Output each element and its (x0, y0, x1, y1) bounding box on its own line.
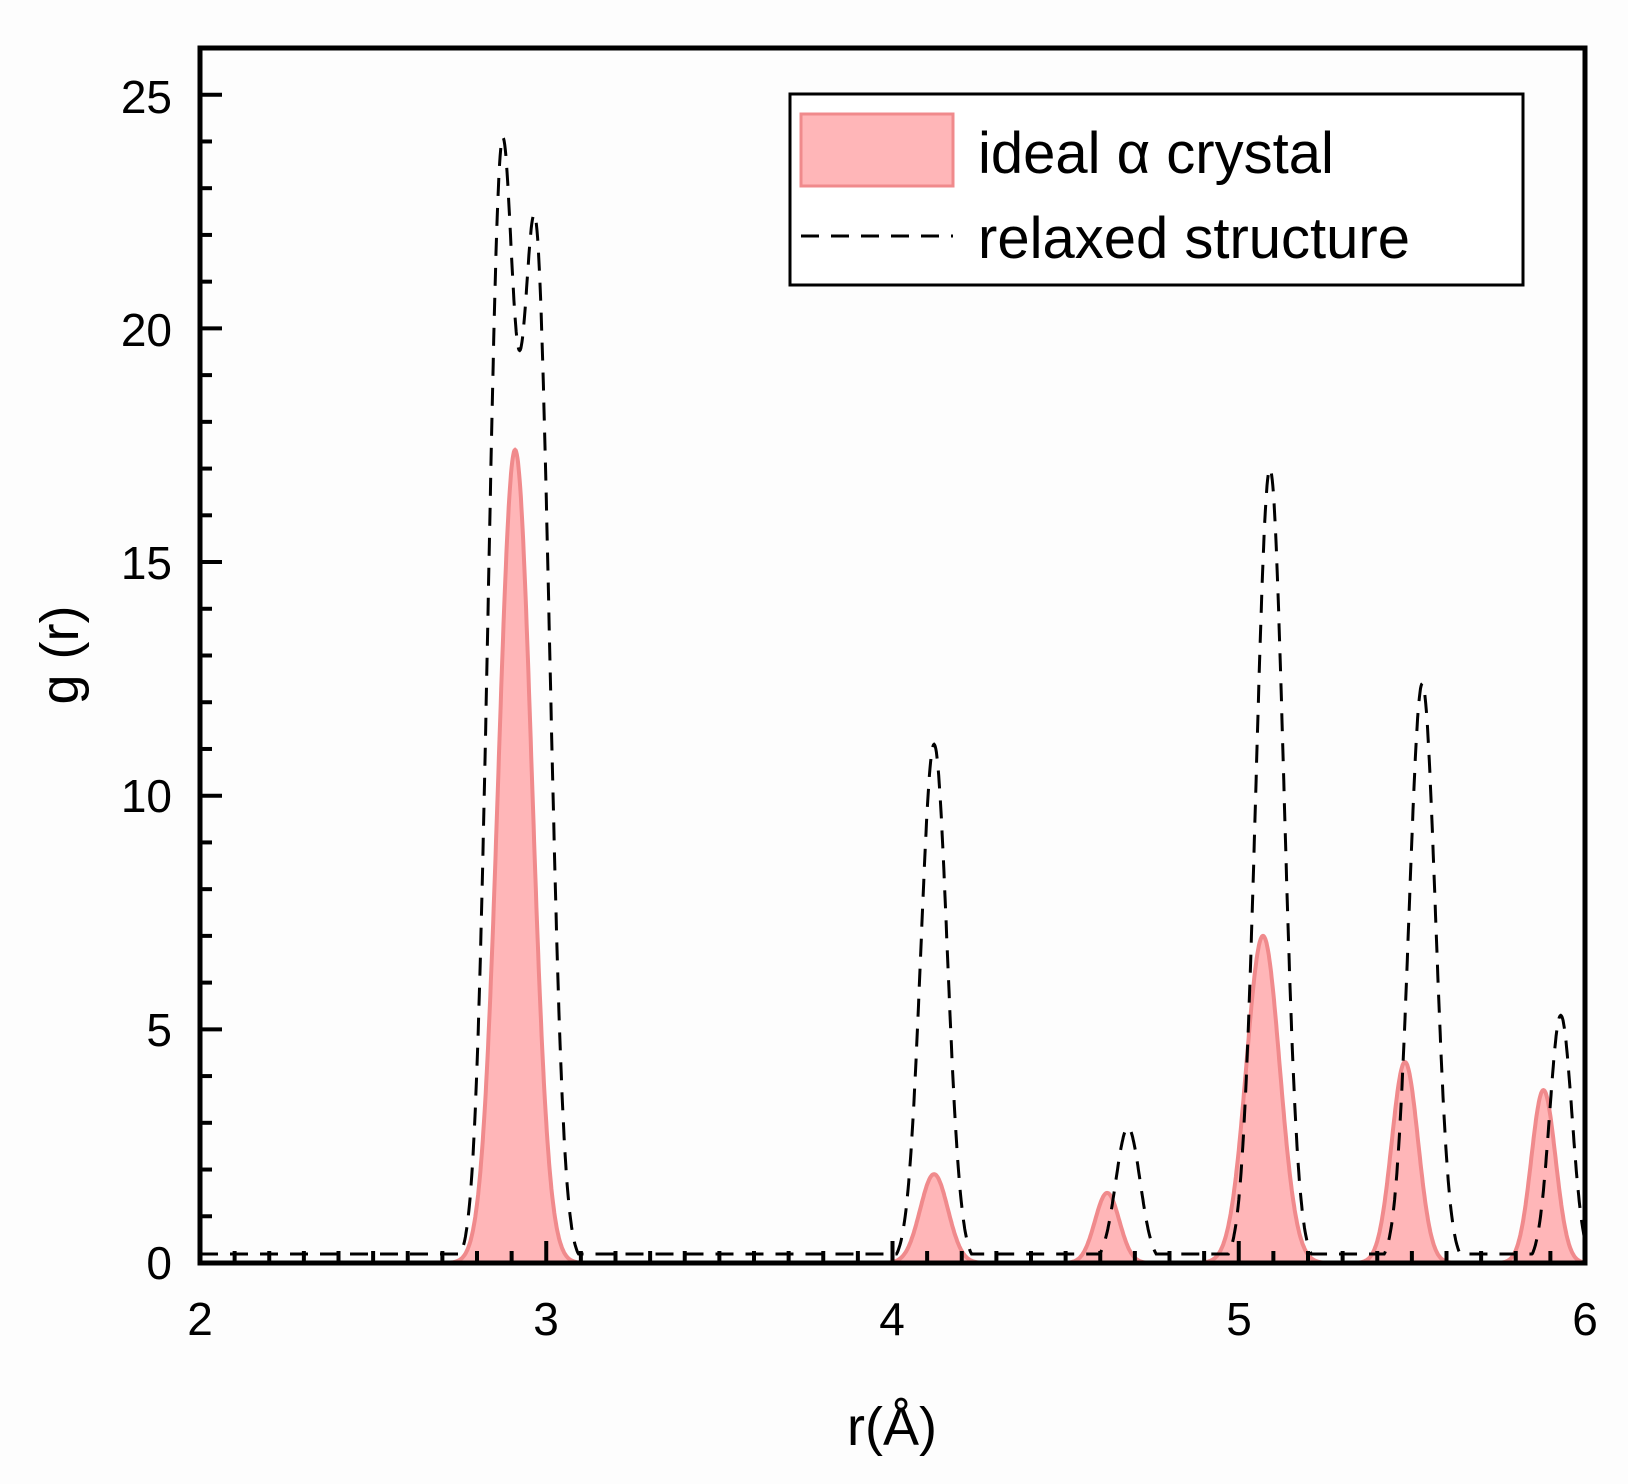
y-tick-label-20: 20 (121, 304, 172, 356)
x-tick-label-2: 2 (187, 1293, 213, 1345)
x-axis-title: r(Å) (847, 1397, 937, 1457)
y-tick-label-15: 15 (121, 537, 172, 589)
plot-frame (197, 45, 1588, 1266)
x-tick-label-6: 6 (1572, 1293, 1598, 1345)
y-tick-label-25: 25 (121, 71, 172, 123)
series-relaxed-line (200, 134, 1587, 1256)
x-tick-label-3: 3 (533, 1293, 559, 1345)
legend-label-relaxed: relaxed structure (978, 206, 1410, 271)
y-tick-label-10: 10 (121, 770, 172, 822)
x-tick-label-4: 4 (879, 1293, 905, 1345)
legend: ideal α crystal relaxed structure (788, 92, 1525, 287)
x-tick-label-5: 5 (1226, 1293, 1252, 1345)
y-tick-label-5: 5 (146, 1004, 172, 1056)
legend-swatch-ideal (799, 112, 955, 188)
y-axis-title: g (r) (30, 606, 90, 705)
legend-label-ideal: ideal α crystal (978, 121, 1334, 186)
y-tick-label-0: 0 (146, 1237, 172, 1289)
